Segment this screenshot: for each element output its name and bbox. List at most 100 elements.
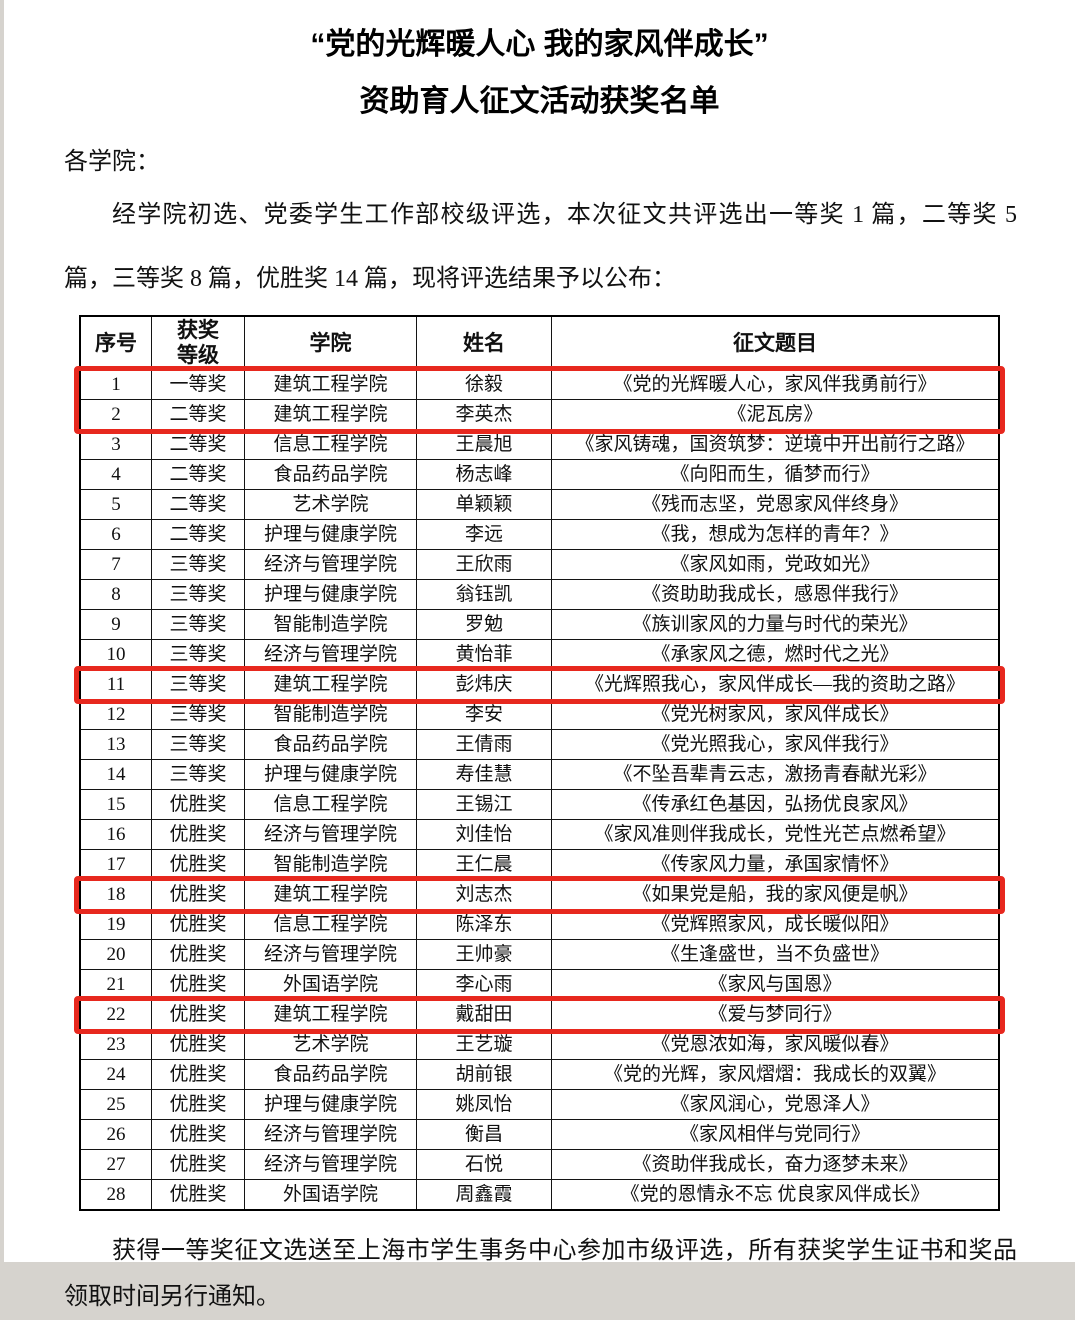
cell-college: 经济与管理学院 [245, 940, 417, 970]
cell-serial: 26 [80, 1120, 152, 1150]
cell-college: 食品药品学院 [245, 460, 417, 490]
cell-essay-title: 《爱与梦同行》 [552, 1000, 1000, 1030]
cell-essay-title: 《族训家风的力量与时代的荣光》 [552, 610, 1000, 640]
cell-award-level: 优胜奖 [152, 910, 245, 940]
cell-serial: 2 [80, 400, 152, 430]
award-table: 序号 获奖 等级 学院 姓名 征文题目 1 一等奖 建筑工程学院 徐毅 《党的光… [79, 315, 1000, 1211]
cell-essay-title: 《家风与国恩》 [552, 970, 1000, 1000]
cell-name: 刘志杰 [417, 880, 552, 910]
cell-essay-title: 《党的光辉，家风熠熠：我成长的双翼》 [552, 1060, 1000, 1090]
cell-college: 建筑工程学院 [245, 400, 417, 430]
cell-college: 经济与管理学院 [245, 820, 417, 850]
cell-name: 李英杰 [417, 400, 552, 430]
cell-college: 外国语学院 [245, 1180, 417, 1211]
cell-serial: 27 [80, 1150, 152, 1180]
cell-award-level: 优胜奖 [152, 1120, 245, 1150]
cell-college: 信息工程学院 [245, 910, 417, 940]
cell-serial: 13 [80, 730, 152, 760]
cell-essay-title: 《资助助我成长，感恩伴我行》 [552, 580, 1000, 610]
header-row: 序号 获奖 等级 学院 姓名 征文题目 [80, 316, 999, 370]
cell-serial: 9 [80, 610, 152, 640]
table-row: 15 优胜奖 信息工程学院 王锡江 《传承红色基因，弘扬优良家风》 [80, 790, 999, 820]
table-row: 6 二等奖 护理与健康学院 李远 《我，想成为怎样的青年？》 [80, 520, 999, 550]
cell-college: 经济与管理学院 [245, 1120, 417, 1150]
table-row: 21 优胜奖 外国语学院 李心雨 《家风与国恩》 [80, 970, 999, 1000]
cell-award-level: 优胜奖 [152, 970, 245, 1000]
cell-essay-title: 《向阳而生，循梦而行》 [552, 460, 1000, 490]
cell-essay-title: 《家风润心，党恩泽人》 [552, 1090, 1000, 1120]
cell-college: 信息工程学院 [245, 790, 417, 820]
table-row: 19 优胜奖 信息工程学院 陈泽东 《党辉照家风，成长暖似阳》 [80, 910, 999, 940]
cell-name: 彭炜庆 [417, 670, 552, 700]
cell-essay-title: 《不坠吾辈青云志，激扬青春献光彩》 [552, 760, 1000, 790]
cell-name: 衡昌 [417, 1120, 552, 1150]
cell-award-level: 优胜奖 [152, 880, 245, 910]
cell-award-level: 三等奖 [152, 730, 245, 760]
cell-essay-title: 《传家风力量，承国家情怀》 [552, 850, 1000, 880]
cell-award-level: 优胜奖 [152, 790, 245, 820]
cell-name: 周鑫霞 [417, 1180, 552, 1211]
cell-college: 经济与管理学院 [245, 640, 417, 670]
cell-award-level: 优胜奖 [152, 820, 245, 850]
cell-college: 外国语学院 [245, 970, 417, 1000]
cell-essay-title: 《传承红色基因，弘扬优良家风》 [552, 790, 1000, 820]
cell-serial: 6 [80, 520, 152, 550]
header-award-level: 获奖 等级 [152, 316, 245, 370]
cell-award-level: 优胜奖 [152, 1000, 245, 1030]
cell-name: 胡前银 [417, 1060, 552, 1090]
cell-college: 艺术学院 [245, 1030, 417, 1060]
cell-serial: 25 [80, 1090, 152, 1120]
cell-name: 黄怡菲 [417, 640, 552, 670]
cell-essay-title: 《光辉照我心，家风伴成长—我的资助之路》 [552, 670, 1000, 700]
cell-college: 建筑工程学院 [245, 1000, 417, 1030]
cell-essay-title: 《生逢盛世，当不负盛世》 [552, 940, 1000, 970]
header-college: 学院 [245, 316, 417, 370]
cell-name: 李远 [417, 520, 552, 550]
cell-name: 翁钰凯 [417, 580, 552, 610]
footer-paragraph: 获得一等奖征文选送至上海市学生事务中心参加市级评选，所有获奖学生证书和奖品领取时… [64, 1228, 1017, 1320]
cell-serial: 7 [80, 550, 152, 580]
cell-serial: 22 [80, 1000, 152, 1030]
cell-name: 罗勉 [417, 610, 552, 640]
cell-college: 护理与健康学院 [245, 520, 417, 550]
header-essay-title: 征文题目 [552, 316, 1000, 370]
table-row: 17 优胜奖 智能制造学院 王仁晨 《传家风力量，承国家情怀》 [80, 850, 999, 880]
cell-name: 王欣雨 [417, 550, 552, 580]
cell-award-level: 三等奖 [152, 610, 245, 640]
cell-award-level: 优胜奖 [152, 940, 245, 970]
cell-college: 护理与健康学院 [245, 580, 417, 610]
cell-award-level: 优胜奖 [152, 850, 245, 880]
cell-name: 王艺璇 [417, 1030, 552, 1060]
cell-college: 信息工程学院 [245, 430, 417, 460]
cell-essay-title: 《党的恩情永不忘 优良家风伴成长》 [552, 1180, 1000, 1211]
cell-essay-title: 《资助伴我成长，奋力逐梦未来》 [552, 1150, 1000, 1180]
table-row: 27 优胜奖 经济与管理学院 石悦 《资助伴我成长，奋力逐梦未来》 [80, 1150, 999, 1180]
cell-name: 姚凤怡 [417, 1090, 552, 1120]
cell-essay-title: 《党的光辉暖人心，家风伴我勇前行》 [552, 370, 1000, 400]
cell-award-level: 优胜奖 [152, 1180, 245, 1211]
page: “党的光辉暖人心 我的家风伴成长” 资助育人征文活动获奖名单 各学院： 经学院初… [4, 0, 1075, 1262]
cell-serial: 19 [80, 910, 152, 940]
header-serial: 序号 [80, 316, 152, 370]
table-row: 23 优胜奖 艺术学院 王艺璇 《党恩浓如海，家风暖似春》 [80, 1030, 999, 1060]
cell-award-level: 三等奖 [152, 760, 245, 790]
table-row: 22 优胜奖 建筑工程学院 戴甜田 《爱与梦同行》 [80, 1000, 999, 1030]
cell-essay-title: 《我，想成为怎样的青年？》 [552, 520, 1000, 550]
cell-serial: 11 [80, 670, 152, 700]
cell-name: 石悦 [417, 1150, 552, 1180]
cell-award-level: 二等奖 [152, 430, 245, 460]
cell-essay-title: 《党辉照家风，成长暖似阳》 [552, 910, 1000, 940]
cell-essay-title: 《如果党是船，我的家风便是帆》 [552, 880, 1000, 910]
cell-essay-title: 《泥瓦房》 [552, 400, 1000, 430]
cell-award-level: 优胜奖 [152, 1090, 245, 1120]
cell-college: 经济与管理学院 [245, 550, 417, 580]
table-row: 8 三等奖 护理与健康学院 翁钰凯 《资助助我成长，感恩伴我行》 [80, 580, 999, 610]
cell-serial: 15 [80, 790, 152, 820]
table-row: 20 优胜奖 经济与管理学院 王帅豪 《生逢盛世，当不负盛世》 [80, 940, 999, 970]
intro-paragraph: 经学院初选、党委学生工作部校级评选，本次征文共评选出一等奖 1 篇，二等奖 5 … [64, 183, 1017, 311]
cell-name: 陈泽东 [417, 910, 552, 940]
cell-name: 杨志峰 [417, 460, 552, 490]
cell-name: 王晨旭 [417, 430, 552, 460]
cell-essay-title: 《残而志坚，党恩家风伴终身》 [552, 490, 1000, 520]
cell-name: 徐毅 [417, 370, 552, 400]
